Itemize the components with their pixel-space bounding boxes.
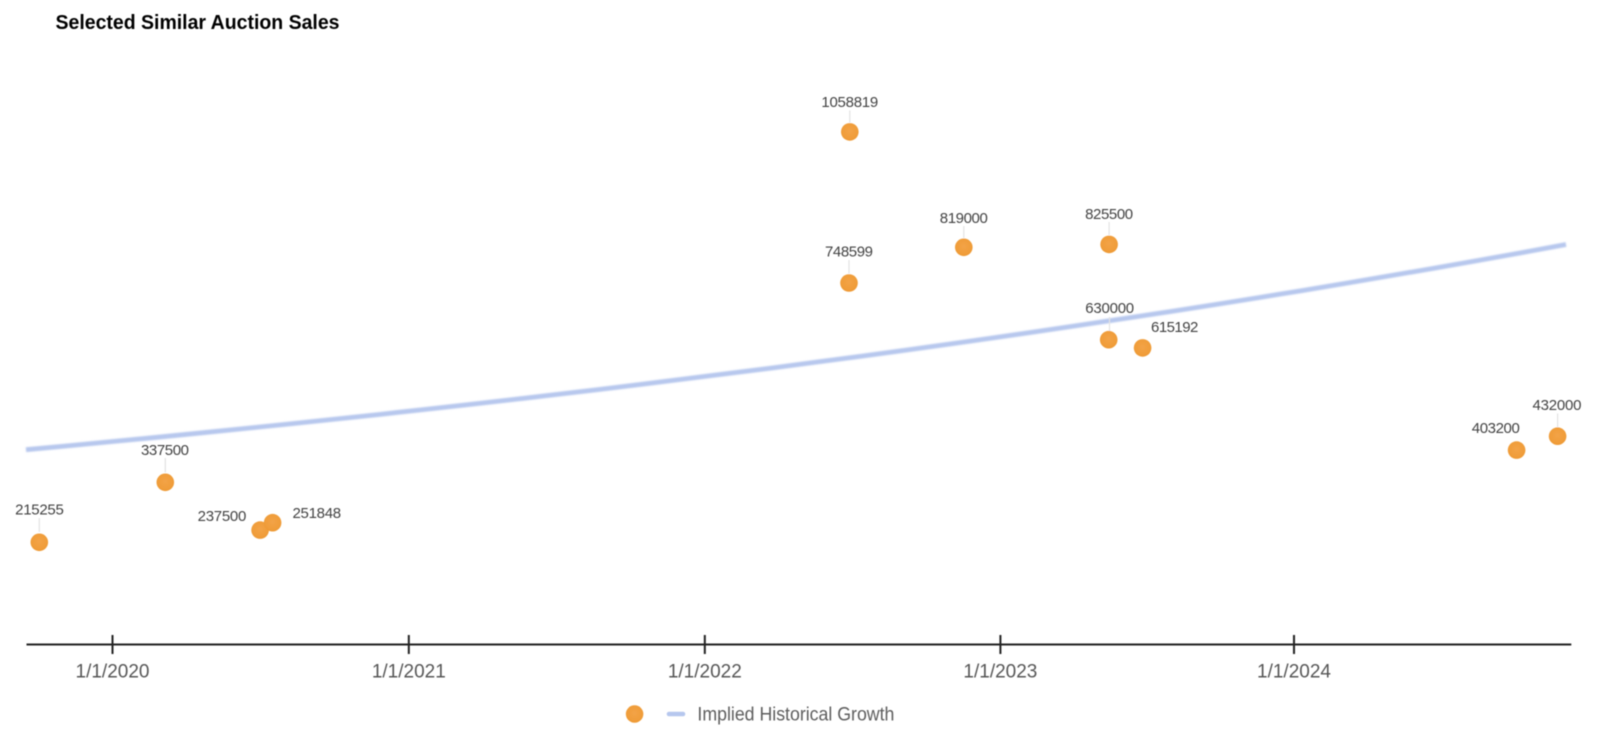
svg-text:1/1/2020: 1/1/2020 bbox=[76, 662, 150, 683]
svg-text:1/1/2024: 1/1/2024 bbox=[1257, 662, 1331, 683]
svg-text:Implied Historical Growth: Implied Historical Growth bbox=[697, 705, 894, 726]
svg-text:237500: 237500 bbox=[198, 508, 247, 525]
svg-text:337500: 337500 bbox=[141, 442, 189, 459]
svg-text:1/1/2021: 1/1/2021 bbox=[372, 662, 446, 683]
svg-text:825500: 825500 bbox=[1085, 206, 1133, 223]
svg-text:403200: 403200 bbox=[1472, 420, 1520, 437]
svg-text:1/1/2023: 1/1/2023 bbox=[963, 662, 1037, 683]
svg-text:Selected Similar Auction Sales: Selected Similar Auction Sales bbox=[56, 12, 340, 34]
svg-text:748599: 748599 bbox=[825, 244, 873, 261]
svg-text:630000: 630000 bbox=[1085, 300, 1134, 317]
svg-text:615192: 615192 bbox=[1151, 319, 1198, 336]
svg-text:251848: 251848 bbox=[292, 505, 341, 522]
svg-text:215255: 215255 bbox=[15, 502, 64, 519]
svg-text:1058819: 1058819 bbox=[821, 94, 878, 111]
svg-text:432000: 432000 bbox=[1533, 397, 1582, 414]
svg-text:819000: 819000 bbox=[940, 210, 988, 227]
svg-text:1/1/2022: 1/1/2022 bbox=[668, 662, 742, 683]
